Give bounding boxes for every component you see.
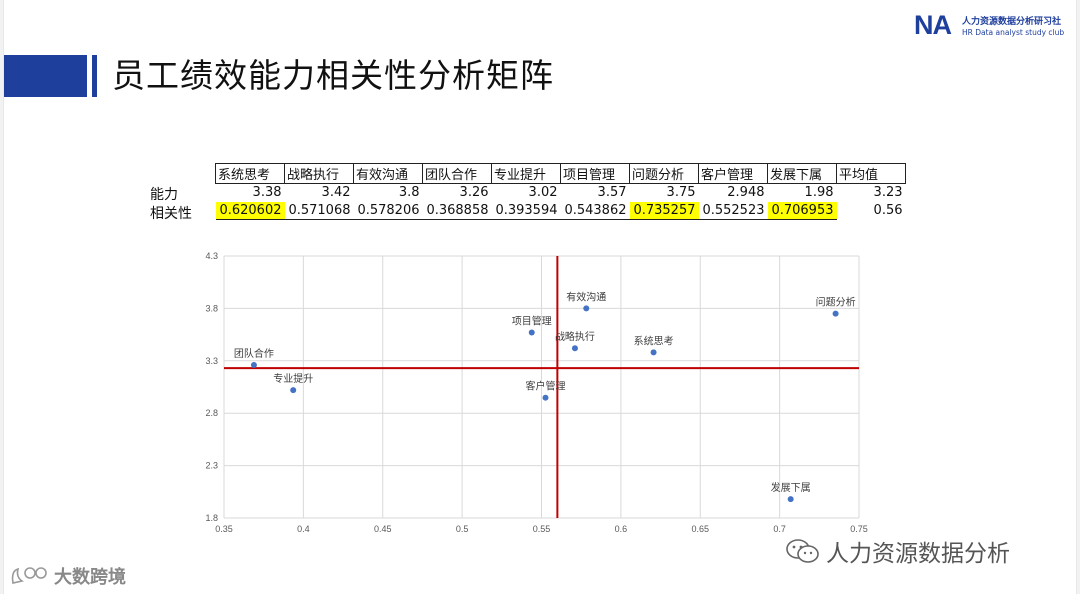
table-header-cell: 有效沟通 bbox=[353, 163, 423, 184]
title-accent-line bbox=[92, 55, 97, 97]
table-cell: 2.948 bbox=[727, 185, 765, 201]
data-table: 系统思考 战略执行 有效沟通 团队合作 专业提升 项目管理 问题分析 客户管理 … bbox=[215, 163, 906, 220]
data-point bbox=[571, 345, 578, 352]
watermark-logo-icon bbox=[11, 567, 47, 584]
table-cell: 0.543862 bbox=[560, 201, 630, 220]
wechat-icon bbox=[786, 539, 819, 563]
y-tick-label: 2.3 bbox=[205, 461, 218, 471]
table-header-cell: 专业提升 bbox=[491, 163, 561, 184]
table-cell: 0.552523 bbox=[698, 201, 768, 220]
scatter-chart: 0.35 0.4 0.45 0.5 0.55 0.6 0.65 0.7 0.75 1.8 2.3 2.… bbox=[205, 251, 868, 534]
data-label: 客户管理 bbox=[526, 380, 566, 393]
table-cell: 0.393594 bbox=[491, 201, 561, 220]
data-label: 项目管理 bbox=[512, 315, 552, 328]
table-cell-highlighted: 0.620602 bbox=[215, 201, 285, 220]
table-cell: 1.98 bbox=[804, 185, 834, 201]
table-cell: 0.368858 bbox=[422, 201, 492, 220]
table-header-cell: 团队合作 bbox=[422, 163, 492, 184]
table-row-ability: 3.38 3.42 3.8 3.26 3.02 3.57 3.75 2.948 … bbox=[216, 184, 906, 202]
x-tick-label: 0.65 bbox=[691, 524, 709, 534]
data-label: 系统思考 bbox=[634, 334, 674, 347]
data-label: 团队合作 bbox=[234, 347, 274, 360]
slide-right-edge bbox=[1076, 0, 1080, 594]
table-cell: 0.56 bbox=[873, 203, 903, 218]
table-cell: 3.23 bbox=[873, 185, 903, 201]
slide-left-edge bbox=[0, 0, 4, 594]
x-tick-label: 0.75 bbox=[850, 524, 868, 534]
table-cell: 0.578206 bbox=[353, 201, 423, 220]
data-label: 战略执行 bbox=[555, 330, 595, 343]
title-accent-block bbox=[4, 55, 87, 97]
data-point bbox=[250, 361, 257, 368]
table-cell-highlighted: 0.735257 bbox=[629, 201, 699, 220]
table-header-row: 系统思考 战略执行 有效沟通 团队合作 专业提升 项目管理 问题分析 客户管理 … bbox=[215, 163, 906, 184]
data-label: 发展下属 bbox=[771, 481, 811, 494]
table-header-cell: 平均值 bbox=[836, 163, 906, 184]
table-cell: 3.38 bbox=[252, 185, 282, 201]
table-header-cell: 问题分析 bbox=[629, 163, 699, 184]
logo-mark: NA bbox=[914, 10, 952, 40]
watermark-left: 大数跨境 bbox=[10, 563, 126, 589]
data-point bbox=[787, 496, 794, 503]
x-tick-label: 0.7 bbox=[773, 524, 786, 534]
data-point bbox=[290, 387, 297, 394]
x-tick-label: 0.6 bbox=[615, 524, 628, 534]
table-cell-highlighted: 0.706953 bbox=[767, 201, 837, 220]
watermark-left-text: 大数跨境 bbox=[54, 567, 126, 588]
table-header-cell: 项目管理 bbox=[560, 163, 630, 184]
page-title: 员工绩效能力相关性分析矩阵 bbox=[112, 56, 554, 95]
x-tick-label: 0.35 bbox=[215, 524, 233, 534]
data-point bbox=[650, 349, 657, 356]
y-tick-label: 3.3 bbox=[205, 356, 218, 366]
y-tick-label: 4.3 bbox=[205, 251, 218, 261]
table-cell: 3.75 bbox=[666, 185, 696, 201]
table-row-correlation: 0.620602 0.571068 0.578206 0.368858 0.39… bbox=[215, 201, 906, 220]
data-point bbox=[832, 310, 839, 317]
data-label: 有效沟通 bbox=[566, 290, 606, 303]
y-tick-label: 2.8 bbox=[205, 408, 218, 418]
table-cell: 3.8 bbox=[398, 185, 420, 201]
table-cell: 3.02 bbox=[528, 185, 558, 201]
table-header-cell: 系统思考 bbox=[215, 163, 285, 184]
table-header-cell: 发展下属 bbox=[767, 163, 837, 184]
table-cell: 3.26 bbox=[459, 185, 489, 201]
logo-english-name: HR Data analyst study club bbox=[962, 28, 1065, 37]
data-point bbox=[583, 305, 590, 312]
row-label-ability: 能力 bbox=[150, 187, 178, 203]
row-label-correlation: 相关性 bbox=[150, 206, 192, 222]
x-tick-label: 0.5 bbox=[456, 524, 469, 534]
data-label: 问题分析 bbox=[816, 296, 856, 309]
y-tick-label: 3.8 bbox=[205, 303, 218, 313]
y-tick-label: 1.8 bbox=[205, 513, 218, 523]
data-point bbox=[528, 329, 535, 336]
table-cell: 3.57 bbox=[597, 185, 627, 201]
table-header-cell: 战略执行 bbox=[284, 163, 354, 184]
x-tick-label: 0.45 bbox=[374, 524, 392, 534]
slide bbox=[4, 0, 1076, 594]
data-label: 专业提升 bbox=[273, 372, 313, 385]
watermark-right-text: 人力资源数据分析 bbox=[826, 541, 1010, 567]
x-tick-label: 0.4 bbox=[297, 524, 310, 534]
watermark-right: 人力资源数据分析 bbox=[786, 534, 1010, 568]
data-point bbox=[542, 394, 549, 401]
logo-chinese-name: 人力资源数据分析研习社 bbox=[962, 17, 1062, 27]
table-header-cell: 客户管理 bbox=[698, 163, 768, 184]
x-tick-label: 0.55 bbox=[533, 524, 551, 534]
table-cell: 3.42 bbox=[321, 185, 351, 201]
table-cell: 0.571068 bbox=[284, 201, 354, 220]
